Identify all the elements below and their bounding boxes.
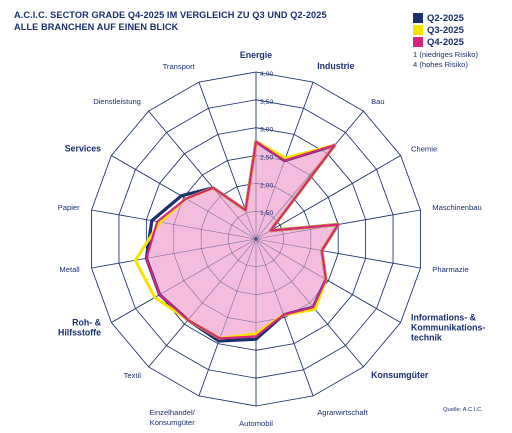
legend-item-q3: Q3-2025: [413, 24, 464, 36]
category-label-18: Transport: [163, 62, 196, 71]
scale-note-low: 1 (niedriges Risiko): [413, 50, 478, 59]
category-label-17: Dienstleistung: [93, 97, 141, 106]
category-label-15-line-1: Papier: [58, 203, 80, 212]
legend-item-q4: Q4-2025: [413, 36, 464, 48]
category-label-8: Konsumgüter: [371, 370, 429, 380]
category-label-2: Industrie: [317, 61, 354, 71]
grid-spoke-overlay-12: [148, 238, 257, 368]
legend: Q2-2025 Q3-2025 Q4-2025: [413, 12, 464, 48]
category-label-9: Agrarwirtschaft: [317, 408, 369, 417]
category-label-7-line-3: technik: [411, 333, 442, 343]
grid-spoke-overlay-9: [255, 238, 314, 397]
category-label-5-line-1: Maschinenbau: [432, 203, 481, 212]
series-fill-q4: [146, 141, 339, 339]
legend-label-q4: Q4-2025: [427, 36, 464, 48]
category-label-3-line-1: Bau: [371, 97, 385, 106]
chart-subtitle: ALLE BRANCHEN AUF EINEN BLICK: [14, 21, 179, 32]
tick-label-3: 2,50: [260, 155, 273, 162]
series-line-q4: [145, 140, 340, 340]
tick-label-4: 3,00: [260, 127, 273, 134]
category-label-14: Metall: [59, 265, 80, 274]
category-label-9-line-1: Agrarwirtschaft: [317, 408, 369, 417]
tick-label-2: 2,00: [260, 182, 273, 189]
chart-title: A.C.I.C. SECTOR GRADE Q4-2025 IM VERGLEI…: [14, 10, 327, 33]
category-label-11-line-2: Konsumgüter: [150, 418, 196, 427]
grid-spoke-overlay-11: [198, 238, 257, 397]
grid-spoke-overlay-15: [91, 209, 257, 240]
grid-spoke-overlay-7: [255, 238, 401, 323]
category-label-18-line-1: Transport: [163, 62, 196, 71]
scale-note: 1 (niedriges Risiko) 4 (hohes Risiko): [413, 50, 478, 69]
grid-spoke-overlay-3: [255, 110, 364, 240]
category-label-11: Einzelhandel/Konsumgüter: [149, 408, 195, 427]
category-label-7-line-1: Informations- &: [411, 313, 477, 323]
category-label-5: Maschinenbau: [432, 203, 481, 212]
grid-spoke-overlay-8: [255, 238, 364, 368]
category-label-11-line-1: Einzelhandel/: [149, 408, 195, 417]
grid-spoke-overlay-4: [255, 155, 401, 240]
category-label-4-line-1: Chemie: [411, 145, 437, 154]
legend-swatch-q2: [413, 13, 423, 23]
category-label-10: Automobil: [239, 419, 273, 428]
category-label-13-line-2: Hilfsstoffe: [58, 328, 101, 338]
grid-spoke-overlay-14: [91, 238, 257, 269]
radar-category-labels: Energie Industrie Bau Chemie Maschinenbau Pha…: [58, 50, 486, 428]
category-label-16: Services: [65, 144, 101, 154]
legend-item-q2: Q2-2025: [413, 12, 464, 24]
category-label-14-line-1: Metall: [59, 265, 80, 274]
category-label-13-line-1: Roh- &: [72, 318, 101, 328]
grid-spoke-overlay-17: [148, 110, 257, 240]
source-note: Quelle: A.C.I.C.: [443, 407, 483, 413]
category-label-4: Chemie: [411, 145, 437, 154]
category-label-12: Textil: [124, 371, 142, 380]
chart-title-line1: A.C.I.C. SECTOR GRADE Q4-2025 IM VERGLEI…: [14, 10, 327, 20]
radar-series: [91, 71, 421, 407]
category-label-12-line-1: Textil: [124, 371, 142, 380]
category-label-7-line-2: Kommunikations-: [411, 323, 485, 333]
tick-label-1: 1,50: [260, 210, 273, 217]
category-label-1: Energie: [240, 50, 272, 60]
legend-swatch-q3: [413, 25, 423, 35]
category-label-10-line-1: Automobil: [239, 419, 273, 428]
legend-label-q3: Q3-2025: [427, 24, 464, 36]
grid-spoke-overlay-6: [255, 238, 421, 269]
category-label-16-line-1: Services: [65, 144, 101, 154]
category-label-15: Papier: [58, 203, 80, 212]
category-label-6-line-1: Pharmazie: [432, 265, 468, 274]
grid-spoke-overlay-13: [111, 238, 257, 323]
category-label-6: Pharmazie: [432, 265, 468, 274]
tick-label-5: 3,50: [260, 99, 273, 106]
category-label-1-line-1: Energie: [240, 50, 272, 60]
radar-tick-labels: 1,50 2,00 2,50 3,00 3,50 4,00: [260, 71, 273, 217]
tick-label-6: 4,00: [260, 71, 273, 78]
legend-swatch-q4: [413, 37, 423, 47]
grid-spoke-overlay-16: [111, 155, 257, 240]
legend-label-q2: Q2-2025: [427, 12, 464, 24]
category-label-13: Roh- & Hilfsstoffe: [58, 318, 102, 338]
scale-note-high: 4 (hohes Risiko): [413, 59, 468, 69]
category-label-17-line-1: Dienstleistung: [93, 97, 141, 106]
category-label-7: Informations- & Kommunikations-technik: [411, 313, 485, 343]
category-label-2-line-1: Industrie: [317, 61, 354, 71]
category-label-3: Bau: [371, 97, 385, 106]
category-label-8-line-1: Konsumgüter: [371, 370, 429, 380]
grid-spoke-overlay-18: [198, 81, 257, 240]
